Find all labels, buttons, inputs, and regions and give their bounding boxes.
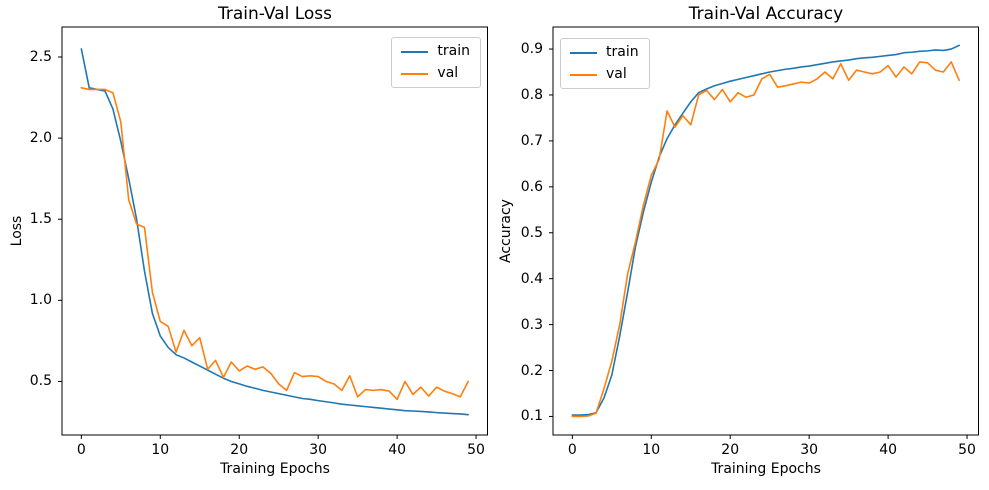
val-line-sample [401, 72, 429, 75]
x-tick-label: 10 [642, 442, 661, 458]
y-tick-label: 2.0 [29, 130, 52, 147]
x-tick-label: 20 [721, 442, 740, 458]
legend-label-train: train [606, 44, 639, 60]
x-tick-label: 20 [230, 442, 249, 458]
x-tick-label: 0 [567, 442, 577, 458]
y-tick-label: 1.5 [29, 211, 52, 228]
y-tick-label: 0.9 [520, 41, 543, 58]
y-tick-label: 0.8 [520, 86, 543, 103]
val-line-sample [570, 73, 597, 76]
x-tick-label: 0 [76, 442, 86, 458]
y-tick-label: 0.4 [520, 270, 543, 287]
legend-item-val: val [570, 67, 639, 82]
y-tick-label: 0.3 [520, 316, 543, 333]
val-loss-acc-line [571, 61, 960, 418]
legend-item-train: train [570, 45, 639, 60]
y-tick-label: 0.7 [520, 132, 543, 149]
chart-title-loss: Train-Val Loss [217, 4, 333, 24]
y-tick-label: 0.5 [520, 224, 543, 241]
train-loss-acc-line [571, 44, 960, 416]
y-tick-label: 0.6 [520, 178, 543, 195]
y-tick-label: 0.1 [520, 408, 543, 425]
x-tick-label: 40 [388, 442, 407, 458]
legend-label-train: train [437, 43, 470, 59]
legend-label-val: val [437, 65, 459, 81]
x-tick-label: 50 [467, 442, 485, 458]
x-tick-label: 30 [309, 442, 328, 458]
x-tick-label: 10 [151, 442, 170, 458]
y-tick-label: 1.0 [29, 292, 52, 309]
x-axis-label-loss: Training Epochs [220, 461, 330, 477]
legend-item-val: val [401, 66, 470, 81]
legend-loss: train val [391, 37, 481, 88]
val-loss-acc-line [80, 87, 469, 401]
x-tick-label: 40 [879, 442, 898, 458]
train-line-sample [401, 50, 429, 53]
axes-spines [61, 26, 488, 436]
y-tick-label: 0.2 [520, 362, 543, 379]
train-loss-acc-line [80, 48, 469, 416]
axes-spines [552, 26, 979, 436]
legend-label-val: val [606, 66, 627, 82]
legend-item-train: train [401, 44, 470, 59]
chart-title-accuracy: Train-Val Accuracy [688, 4, 844, 24]
train-line-sample [570, 51, 597, 54]
legend-accuracy: train val [560, 38, 650, 89]
x-tick-label: 50 [958, 442, 976, 458]
y-tick-label: 2.5 [29, 49, 52, 65]
x-tick-label: 30 [800, 442, 819, 458]
y-tick-label: 0.5 [29, 373, 52, 390]
x-axis-label-accuracy: Training Epochs [711, 461, 821, 477]
